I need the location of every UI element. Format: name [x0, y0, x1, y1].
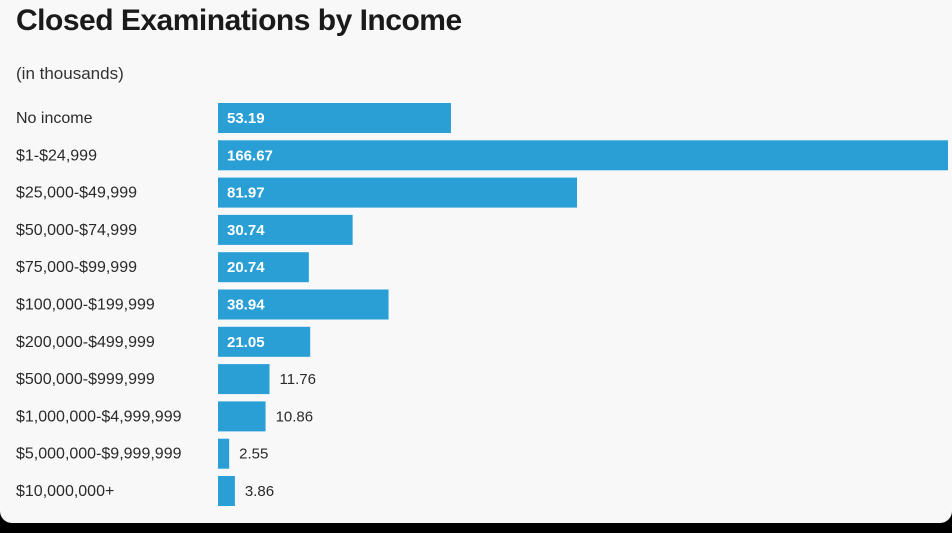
bar	[218, 401, 266, 432]
value-label: 2.55	[239, 446, 268, 463]
value-label: 81.97	[227, 185, 265, 202]
category-label: $5,000,000-$9,999,999	[16, 446, 182, 463]
category-label: $100,000-$199,999	[16, 297, 155, 314]
value-label: 11.76	[280, 371, 316, 388]
bar	[218, 364, 270, 395]
bar	[218, 326, 311, 357]
category-label: $200,000-$499,999	[16, 334, 155, 351]
category-label: $25,000-$49,999	[16, 185, 137, 202]
bar	[218, 177, 578, 208]
bar	[218, 140, 948, 171]
bar	[218, 214, 353, 245]
category-label: $500,000-$999,999	[16, 371, 155, 388]
category-label: $1,000,000-$4,999,999	[16, 408, 182, 425]
bar	[218, 476, 235, 506]
value-label: 30.74	[227, 222, 265, 239]
bar	[218, 438, 230, 469]
category-label: $75,000-$99,999	[16, 259, 137, 276]
bar	[218, 252, 309, 283]
value-label: 38.94	[227, 297, 265, 314]
category-label: No income	[16, 110, 93, 127]
value-label: 10.86	[276, 408, 314, 425]
bar	[218, 289, 389, 320]
value-label: 53.19	[227, 110, 265, 127]
value-label: 3.86	[245, 483, 274, 500]
category-label: $10,000,000+	[16, 483, 114, 500]
chart-title: Closed Examinations by Income	[16, 4, 462, 37]
value-label: 21.05	[227, 334, 265, 351]
category-label: $50,000-$74,999	[16, 222, 137, 239]
value-label: 20.74	[227, 259, 265, 276]
value-label: 166.67	[227, 147, 273, 164]
category-label: $1-$24,999	[16, 147, 97, 164]
bar	[218, 103, 451, 133]
chart-subtitle: (in thousands)	[16, 64, 124, 83]
